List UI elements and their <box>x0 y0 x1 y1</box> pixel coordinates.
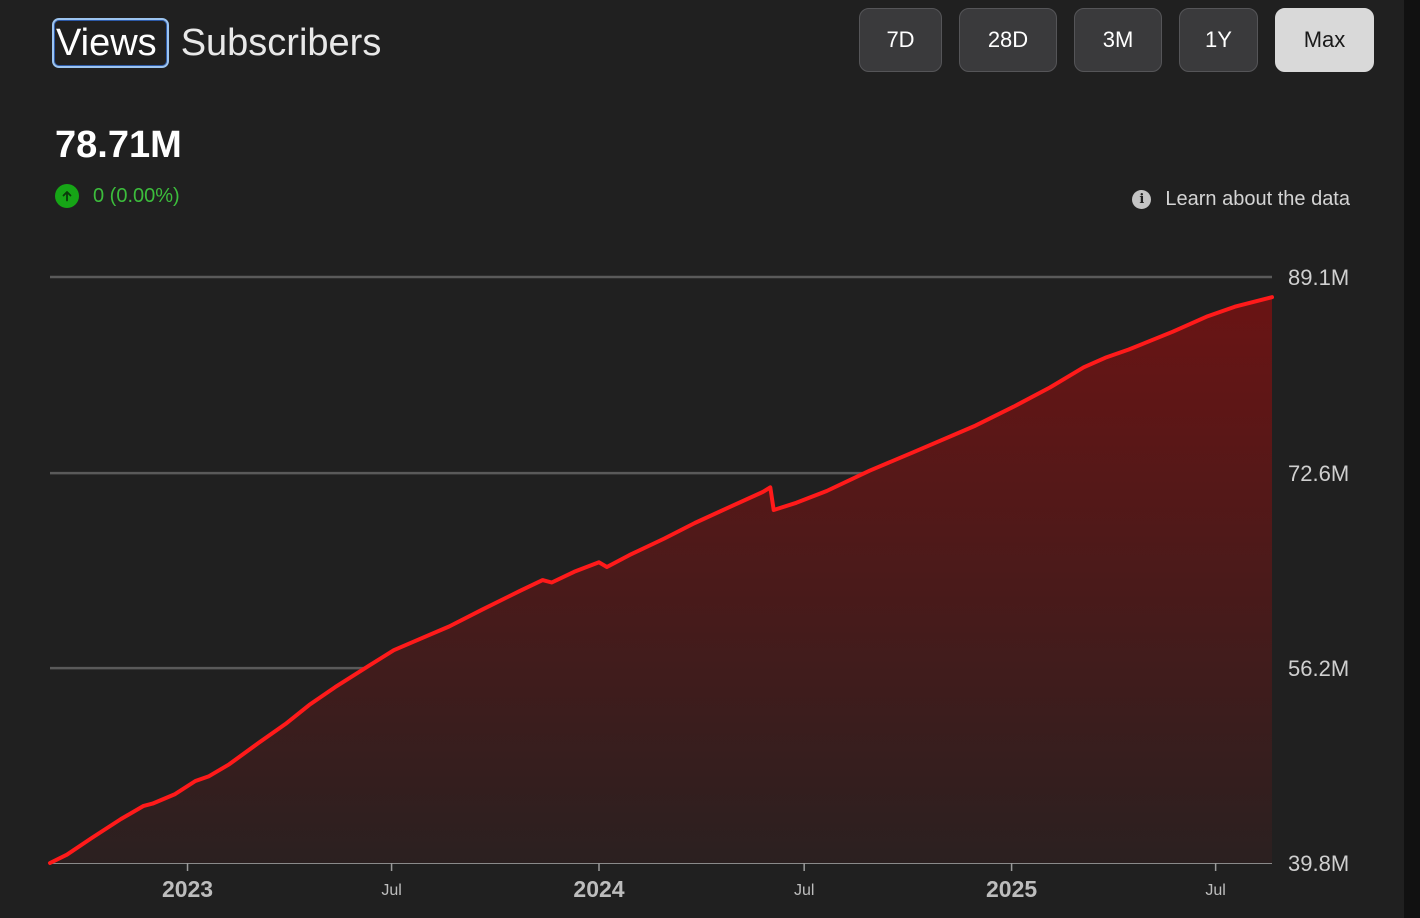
x-tick-label: 2025 <box>986 876 1037 902</box>
views-line <box>48 295 1274 865</box>
y-tick-label: 72.6M <box>1288 461 1349 486</box>
x-tick-label: Jul <box>794 882 814 899</box>
y-tick-label: 56.2M <box>1288 656 1349 681</box>
x-tick-label: Jul <box>1205 882 1225 899</box>
x-tick-label: 2024 <box>573 876 624 902</box>
range-1y-button[interactable]: 1Y <box>1179 8 1258 72</box>
x-tick-label: Jul <box>381 882 401 899</box>
learn-about-data-label[interactable]: Learn about the data <box>1165 188 1350 210</box>
window-edge <box>1404 0 1420 918</box>
learn-about-data-link[interactable]: i Learn about the data <box>1132 188 1350 211</box>
info-icon: i <box>1132 190 1152 209</box>
range-max-button[interactable]: Max <box>1275 8 1374 72</box>
range-3m-button[interactable]: 3M <box>1074 8 1162 72</box>
y-tick-label: 89.1M <box>1288 265 1349 290</box>
tab-views[interactable]: Views <box>52 18 169 68</box>
range-selector: 7D 28D 3M 1Y Max <box>859 8 1374 72</box>
views-area-fill <box>50 297 1272 863</box>
x-tick-label: 2023 <box>162 876 213 902</box>
current-total: 78.71M <box>55 124 182 166</box>
tab-subscribers[interactable]: Subscribers <box>179 20 392 66</box>
y-tick-label: 39.8M <box>1288 851 1349 876</box>
change-value: 0 (0.00%) <box>93 184 180 207</box>
range-7d-button[interactable]: 7D <box>859 8 942 72</box>
arrow-up-circle-icon <box>55 184 79 208</box>
change-indicator: 0 (0.00%) <box>55 184 180 208</box>
range-28d-button[interactable]: 28D <box>959 8 1057 72</box>
metric-tabs: Views Subscribers <box>52 18 391 68</box>
